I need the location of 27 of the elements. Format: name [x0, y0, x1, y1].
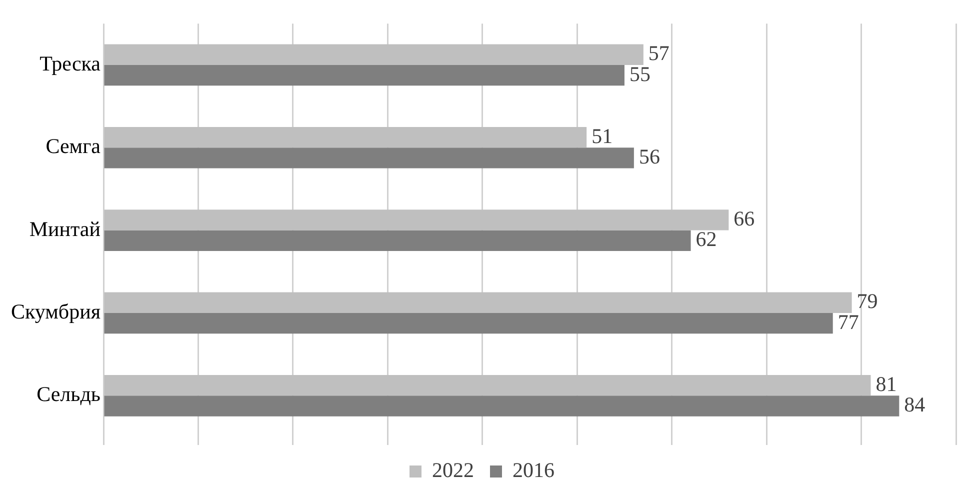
bar [104, 312, 833, 334]
data-label: 62 [696, 227, 717, 252]
y-tick-label: Сельдь [36, 382, 101, 406]
legend-label: 2016 [512, 458, 554, 482]
bar [104, 210, 729, 230]
bar [104, 148, 634, 168]
y-tick-label: Скумбрия [10, 299, 101, 324]
bar [104, 230, 691, 251]
y-tick-label: Семга [46, 134, 102, 158]
data-label: 66 [734, 206, 755, 230]
data-label: 56 [638, 144, 660, 168]
y-tick-label: Треска [40, 51, 102, 76]
bar [104, 396, 900, 416]
bar [104, 374, 871, 396]
bar [104, 64, 624, 86]
data-label: 79 [856, 289, 878, 314]
bar [104, 126, 587, 148]
data-label: 77 [838, 310, 859, 334]
legend-label: 2022 [432, 458, 474, 482]
data-label: 57 [648, 41, 670, 66]
data-label: 81 [876, 372, 897, 396]
bar [104, 292, 852, 313]
bar [104, 44, 644, 65]
data-label: 55 [629, 62, 650, 86]
data-label: 51 [592, 124, 613, 148]
y-tick-label: Минтай [29, 216, 101, 241]
data-label: 84 [904, 392, 926, 417]
